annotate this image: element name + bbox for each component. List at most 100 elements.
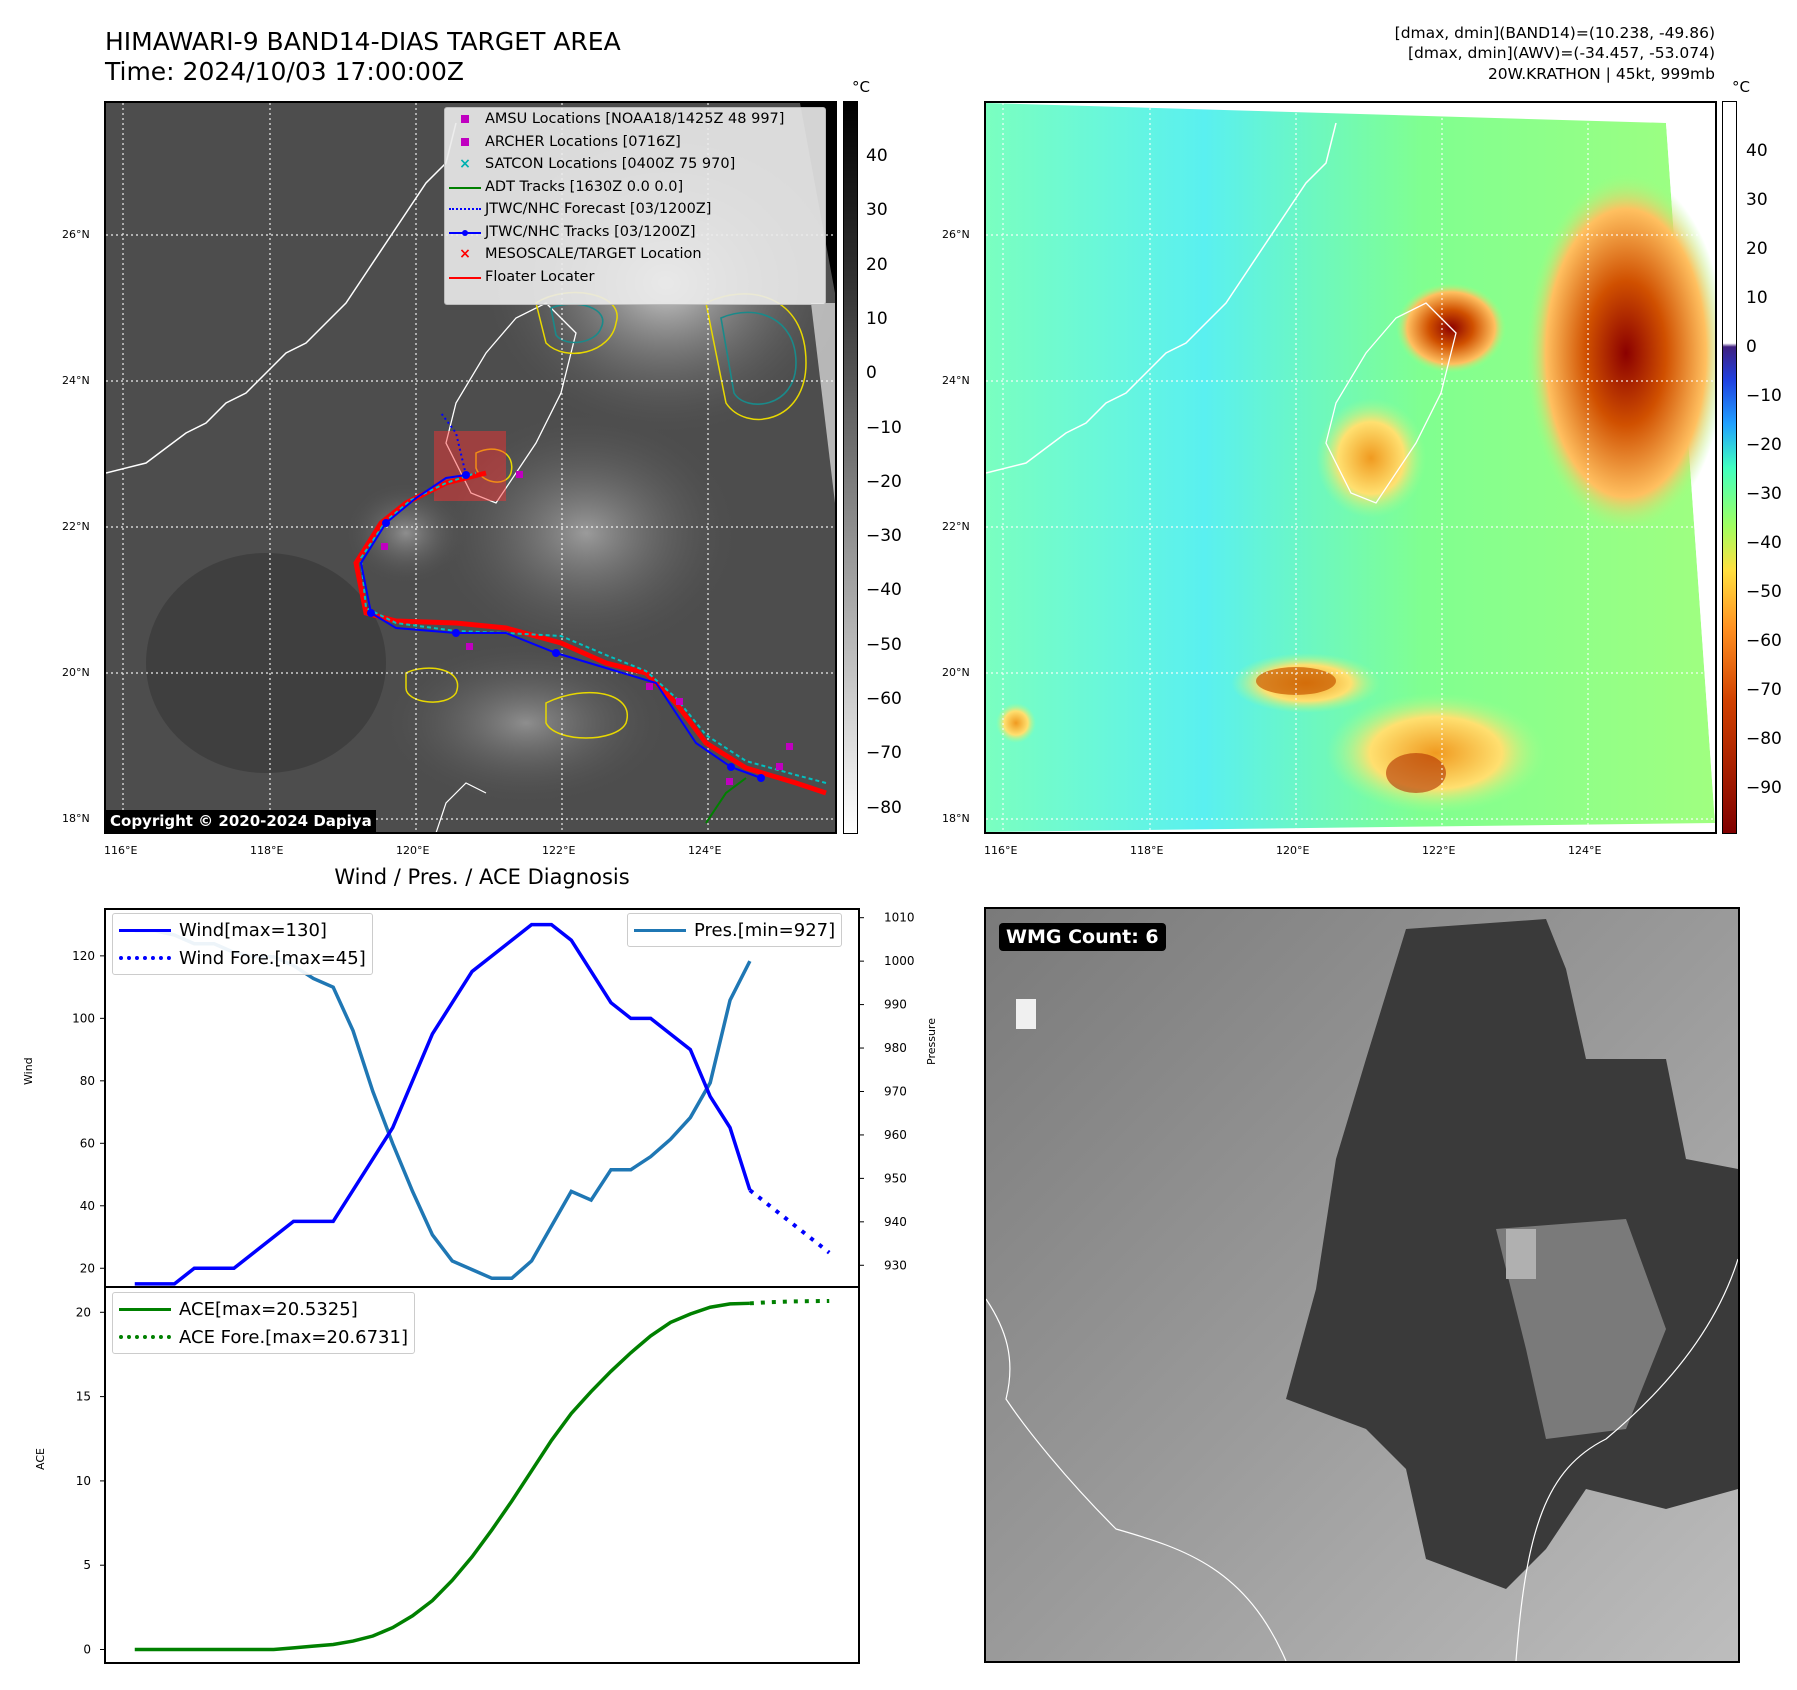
wmg-count-badge: WMG Count: 6 <box>999 923 1166 951</box>
wind-y-tick-label: 80 <box>80 1074 95 1088</box>
ace-y-tick-label: 0 <box>83 1643 91 1657</box>
wind-forecast-legend-label: Wind Fore.[max=45] <box>179 947 366 969</box>
legend-jtwc-tracks: JTWC/NHC Tracks [03/1200Z] <box>445 221 825 244</box>
wind-legend-swatch <box>119 925 171 935</box>
awv-map-panel <box>984 101 1717 834</box>
right-colorbar-tick: 30 <box>1746 190 1768 210</box>
right-colorbar-tick: −20 <box>1746 435 1782 455</box>
right-map-lon-label: 124°E <box>1568 844 1602 857</box>
pressure-y-tick-label: 930 <box>884 1258 907 1272</box>
storm-info: 20W.KRATHON | 45kt, 999mb <box>1487 65 1715 83</box>
ir-map-panel: AMSU Locations [NOAA18/1425Z 48 997] ARC… <box>104 101 837 834</box>
ace-y-tick-label: 5 <box>83 1558 91 1572</box>
left-map-lat-label: 18°N <box>62 812 90 825</box>
left-colorbar-tick: −70 <box>866 743 902 764</box>
dmax-band14: [dmax, dmin](BAND14)=(10.238, -49.86) <box>1394 24 1715 42</box>
left-map-lon-label: 122°E <box>542 844 576 857</box>
left-colorbar-tick: −50 <box>866 634 902 655</box>
copyright-badge: Copyright © 2020-2024 Dapiya <box>106 810 376 832</box>
left-map-lat-label: 24°N <box>62 374 90 387</box>
left-map-lon-label: 120°E <box>396 844 430 857</box>
right-colorbar-tick: 40 <box>1746 141 1768 161</box>
ace-forecast-legend-swatch <box>119 1332 171 1342</box>
legend-target: × MESOSCALE/TARGET Location <box>459 246 702 263</box>
legend-jtwc-forecast: JTWC/NHC Forecast [03/1200Z] <box>445 198 825 221</box>
ace-y-tick-label: 15 <box>76 1390 91 1404</box>
left-colorbar-tick: −10 <box>866 417 902 438</box>
right-colorbar-tick: −70 <box>1746 680 1782 700</box>
wind-legend-label: Wind[max=130] <box>179 919 327 941</box>
map-legend: AMSU Locations [NOAA18/1425Z 48 997] ARC… <box>444 107 826 305</box>
ace-forecast-legend-label: ACE Fore.[max=20.6731] <box>179 1326 408 1348</box>
right-colorbar-tick: −90 <box>1746 778 1782 798</box>
pressure-y-tick-label: 990 <box>884 998 907 1012</box>
legend-adt: ADT Tracks [1630Z 0.0 0.0] <box>445 176 825 199</box>
right-colorbar-tick: −60 <box>1746 631 1782 651</box>
right-colorbar-tick: 0 <box>1746 337 1757 357</box>
right-map-lat-label: 24°N <box>942 374 970 387</box>
awv-map-image <box>986 103 1715 832</box>
left-colorbar-tick: 0 <box>866 363 877 384</box>
pressure-y-tick-label: 970 <box>884 1084 907 1098</box>
legend-satcon: × SATCON Locations [0400Z 75 970] <box>459 156 736 173</box>
left-map-lat-label: 26°N <box>62 228 90 241</box>
wind-legend: Wind[max=130] Wind Fore.[max=45] <box>112 913 373 975</box>
wmg-image <box>986 909 1738 1661</box>
right-map-lat-label: 26°N <box>942 228 970 241</box>
pressure-y-tick-label: 950 <box>884 1171 907 1185</box>
wind-line <box>134 922 752 1286</box>
pressure-y-tick-label: 1010 <box>884 911 915 925</box>
left-colorbar-tick: 40 <box>866 146 888 166</box>
left-colorbar-tick: 10 <box>866 308 888 329</box>
legend-amsu: AMSU Locations [NOAA18/1425Z 48 997] <box>445 108 825 131</box>
ace-forecast-line <box>749 1298 830 1306</box>
right-map-lon-label: 116°E <box>984 844 1018 857</box>
left-colorbar-tick: 20 <box>866 254 888 275</box>
pressure-legend: Pres.[min=927] <box>627 913 843 947</box>
legend-floater: Floater Locater <box>445 266 825 289</box>
pressure-y-tick-label: 1000 <box>884 954 915 968</box>
pressure-y-tick-label: 960 <box>884 1128 907 1142</box>
left-map-lon-label: 116°E <box>104 844 138 857</box>
pressure-axis-label: Pressure <box>925 1018 938 1065</box>
right-colorbar-unit: °C <box>1732 78 1750 96</box>
left-colorbar-tick: 30 <box>866 200 888 221</box>
ace-legend-label: ACE[max=20.5325] <box>179 1298 358 1320</box>
right-map-lat-label: 20°N <box>942 666 970 679</box>
right-map-lat-label: 18°N <box>942 812 970 825</box>
wmg-panel: WMG Count: 6 <box>984 907 1740 1663</box>
right-colorbar-tick: 10 <box>1746 288 1768 308</box>
left-map-lon-label: 118°E <box>250 844 284 857</box>
ace-legend: ACE[max=20.5325] ACE Fore.[max=20.6731] <box>112 1292 415 1354</box>
wind-y-tick-label: 40 <box>80 1199 95 1213</box>
main-title: HIMAWARI-9 BAND14-DIAS TARGET AREA <box>105 27 621 56</box>
legend-archer: ARCHER Locations [0716Z] <box>445 131 825 154</box>
right-map-lon-label: 120°E <box>1276 844 1310 857</box>
ace-axis-label: ACE <box>34 1448 47 1470</box>
left-map-lat-label: 22°N <box>62 520 90 533</box>
diagnosis-title: Wind / Pres. / ACE Diagnosis <box>334 865 630 889</box>
left-colorbar <box>843 101 858 834</box>
pressure-legend-swatch <box>634 925 686 935</box>
right-colorbar-tick: −40 <box>1746 533 1782 553</box>
wind-y-tick-label: 60 <box>80 1136 95 1150</box>
right-colorbar <box>1722 101 1737 834</box>
ace-y-tick-label: 10 <box>76 1474 91 1488</box>
left-map-lat-label: 20°N <box>62 666 90 679</box>
left-colorbar-tick: −20 <box>866 471 902 492</box>
main-time: Time: 2024/10/03 17:00:00Z <box>105 57 464 86</box>
left-colorbar-tick: −30 <box>866 526 902 547</box>
left-colorbar-tick: −60 <box>866 689 902 709</box>
wind-forecast-line <box>748 1188 831 1255</box>
pressure-legend-label: Pres.[min=927] <box>694 919 836 941</box>
pressure-line <box>134 928 752 1281</box>
right-map-lat-label: 22°N <box>942 520 970 533</box>
right-map-lon-label: 118°E <box>1130 844 1164 857</box>
right-colorbar-tick: −50 <box>1746 582 1782 602</box>
right-colorbar-tick: −30 <box>1746 484 1782 504</box>
left-map-lon-label: 124°E <box>688 844 722 857</box>
wind-axis-label: Wind <box>22 1057 35 1085</box>
right-colorbar-tick: −80 <box>1746 729 1782 749</box>
wind-y-tick-label: 120 <box>72 949 95 963</box>
left-colorbar-unit: °C <box>852 78 870 96</box>
